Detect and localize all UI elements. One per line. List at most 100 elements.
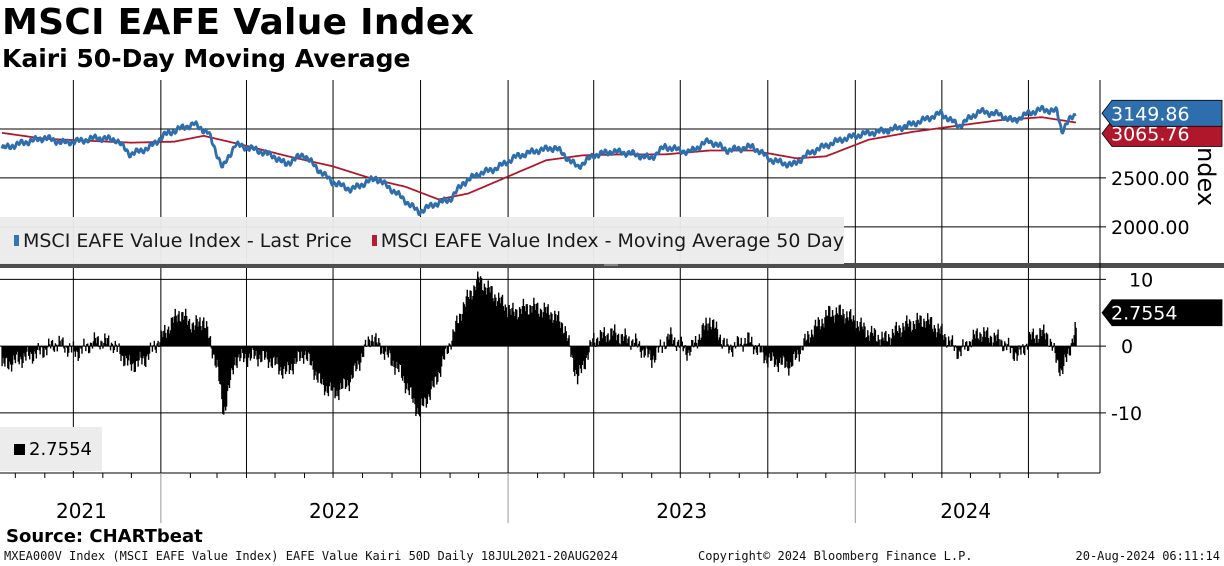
kairi-bar bbox=[466, 289, 468, 347]
kairi-bar bbox=[268, 346, 271, 363]
kairi-bar bbox=[666, 336, 668, 347]
kairi-bar bbox=[905, 320, 907, 347]
kairi-bar bbox=[415, 346, 417, 416]
kairi-bar bbox=[1012, 346, 1015, 360]
kairi-bar bbox=[28, 346, 31, 360]
kairi-bar bbox=[501, 294, 504, 347]
kairi-bar bbox=[809, 342, 811, 347]
kairi-bar bbox=[1014, 346, 1016, 353]
kairi-bar bbox=[420, 346, 423, 399]
kairi-bar bbox=[775, 346, 778, 360]
kairi-bar bbox=[264, 346, 267, 358]
kairi-bar bbox=[133, 346, 136, 373]
kairi-bar bbox=[967, 346, 970, 351]
kairi-bar bbox=[173, 316, 175, 347]
kairi-bar bbox=[885, 330, 887, 347]
lower-ytick-label: 0 bbox=[1121, 336, 1133, 358]
kairi-bar bbox=[121, 346, 123, 356]
kairi-bar bbox=[444, 346, 447, 349]
kairi-bar bbox=[639, 346, 642, 352]
kairi-bar bbox=[924, 321, 926, 347]
kairi-bar bbox=[725, 346, 727, 347]
kairi-bar bbox=[157, 340, 159, 347]
kairi-bar bbox=[751, 344, 754, 347]
kairi-bar bbox=[857, 326, 859, 347]
kairi-bar bbox=[1062, 346, 1064, 375]
kairi-bar bbox=[873, 328, 876, 347]
kairi-bar bbox=[785, 346, 787, 367]
kairi-bar bbox=[343, 346, 346, 380]
moving-average-line bbox=[1, 116, 1077, 201]
kairi-bar bbox=[263, 346, 266, 360]
kairi-bar bbox=[697, 339, 700, 347]
kairi-bar bbox=[376, 342, 378, 347]
kairi-bar bbox=[1021, 346, 1023, 348]
kairi-bar bbox=[881, 331, 883, 347]
kairi-bar bbox=[536, 302, 539, 347]
kairi-bar bbox=[1073, 335, 1075, 347]
kairi-bar bbox=[134, 346, 136, 372]
kairi-bar bbox=[269, 346, 272, 359]
kairi-bar bbox=[218, 346, 220, 382]
kairi-bar bbox=[350, 346, 352, 375]
kairi-bar bbox=[401, 346, 404, 381]
kairi-bar bbox=[516, 319, 519, 347]
kairi-bar bbox=[147, 346, 150, 360]
kairi-bar bbox=[160, 330, 162, 347]
kairi-bar bbox=[12, 346, 15, 356]
kairi-bar bbox=[251, 346, 253, 348]
kairi-bar bbox=[166, 329, 169, 347]
kairi-bar bbox=[1055, 346, 1057, 363]
kairi-bar bbox=[644, 346, 646, 356]
kairi-bar bbox=[1048, 346, 1051, 347]
kairi-bar bbox=[230, 346, 233, 368]
kairi-bar bbox=[972, 329, 975, 347]
kairi-bar bbox=[1051, 346, 1054, 351]
kairi-bar bbox=[554, 310, 556, 347]
kairi-bar bbox=[1052, 346, 1054, 348]
kairi-bar bbox=[495, 297, 497, 347]
kairi-bar bbox=[798, 346, 800, 362]
kairi-bar bbox=[421, 346, 424, 406]
kairi-bar bbox=[850, 319, 853, 347]
kairi-bar bbox=[988, 342, 991, 347]
kairi-bar bbox=[658, 346, 661, 348]
kairi-bar bbox=[888, 337, 891, 347]
kairi-bar bbox=[731, 346, 733, 353]
footer-description: MXEA000V Index (MSCI EAFE Value Index) E… bbox=[4, 549, 619, 563]
kairi-bar bbox=[436, 346, 438, 385]
kairi-bar bbox=[703, 329, 705, 347]
kairi-bar bbox=[459, 314, 462, 347]
kairi-bar bbox=[290, 346, 292, 364]
kairi-bar bbox=[858, 330, 860, 347]
kairi-bar bbox=[321, 346, 324, 379]
kairi-bar bbox=[356, 346, 358, 370]
kairi-bar bbox=[933, 325, 936, 347]
kairi-bar bbox=[192, 322, 195, 347]
kairi-bar bbox=[1000, 339, 1002, 347]
kairi-bar bbox=[102, 346, 104, 349]
kairi-bar bbox=[714, 327, 717, 347]
kairi-bar bbox=[26, 346, 28, 352]
kairi-bar bbox=[391, 346, 393, 367]
kairi-bar bbox=[513, 311, 515, 347]
kairi-bar bbox=[319, 346, 321, 373]
kairi-bar bbox=[443, 346, 446, 360]
kairi-bar bbox=[475, 290, 477, 347]
kairi-bar bbox=[614, 324, 616, 347]
kairi-bar bbox=[579, 346, 582, 369]
kairi-bar bbox=[337, 346, 339, 397]
kairi-bar bbox=[510, 314, 512, 347]
kairi-bar bbox=[597, 344, 600, 347]
kairi-bar bbox=[946, 344, 949, 347]
kairi-bar bbox=[57, 344, 59, 347]
kairi-bar bbox=[752, 346, 755, 355]
kairi-bar bbox=[9, 346, 12, 365]
kairi-bar bbox=[124, 346, 126, 366]
kairi-bar bbox=[10, 346, 13, 372]
kairi-bar bbox=[742, 346, 744, 352]
kairi-bar bbox=[874, 329, 877, 347]
kairi-bar bbox=[198, 321, 200, 347]
kairi-bar bbox=[724, 346, 726, 347]
kairi-bar bbox=[89, 342, 92, 347]
